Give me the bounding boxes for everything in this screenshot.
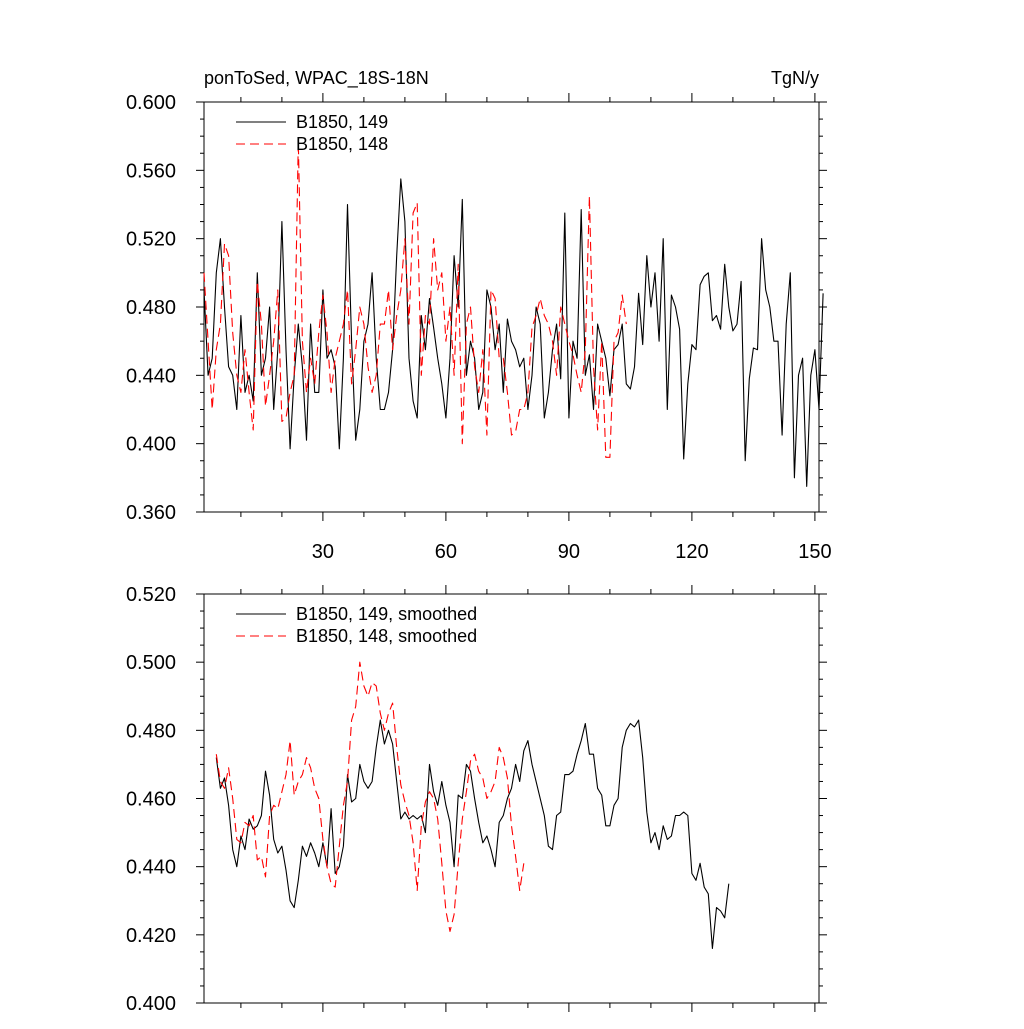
x-tick-label: 90 xyxy=(558,541,580,563)
plot-area-raw: 0.360 0.400 0.440 0.480 0.520 0.560 0.600 30 60 9… xyxy=(126,92,832,563)
legend-label-2: B1850, 148 xyxy=(296,134,388,154)
panel-raw: ponToSed, WPAC_18S-18N TgN/y 0.3600.4000… xyxy=(126,68,832,563)
y-tick-label: 0.460 xyxy=(126,789,176,811)
x-tick-label: 60 xyxy=(435,541,457,563)
plot-frame xyxy=(203,101,820,513)
series-line-2 xyxy=(203,140,627,458)
series-line-1 xyxy=(203,178,824,487)
y-tick-label: 0.520 xyxy=(126,229,176,251)
y-tick-label: 0.440 xyxy=(126,857,176,879)
series-line-2 xyxy=(215,661,525,932)
y-tick-label: 0.360 xyxy=(126,502,176,524)
chart-title: ponToSed, WPAC_18S-18N xyxy=(204,68,429,89)
y-tick-label: 0.400 xyxy=(126,434,176,456)
y-tick-label: 0.440 xyxy=(126,365,176,387)
y-tick-label: 0.400 xyxy=(126,993,176,1015)
y-tick-label: 0.480 xyxy=(126,297,176,319)
y-tick-label: 0.600 xyxy=(126,92,176,114)
series-line-1 xyxy=(215,719,730,950)
x-tick-label: 120 xyxy=(675,541,708,563)
x-tick-label: 150 xyxy=(798,541,831,563)
y-tick-label: 0.520 xyxy=(126,584,176,606)
legend-label-2: B1850, 148, smoothed xyxy=(296,626,477,646)
legend-label-1: B1850, 149, smoothed xyxy=(296,604,477,624)
y-tick-label: 0.500 xyxy=(126,652,176,674)
y-tick-label: 0.420 xyxy=(126,925,176,947)
y-tick-label: 0.480 xyxy=(126,720,176,742)
panel-smoothed: 0.400 0.420 0.440 0.460 0.480 0.500 0.520 B1850… xyxy=(126,584,827,1015)
x-tick-label: 30 xyxy=(312,541,334,563)
plot-frame xyxy=(203,593,820,1004)
y-tick-label: 0.560 xyxy=(126,160,176,182)
plot-area-smoothed: 0.400 0.420 0.440 0.460 0.480 0.500 0.520 B1850… xyxy=(126,584,827,1015)
chart-units: TgN/y xyxy=(771,68,819,88)
legend-label-1: B1850, 149 xyxy=(296,112,388,132)
